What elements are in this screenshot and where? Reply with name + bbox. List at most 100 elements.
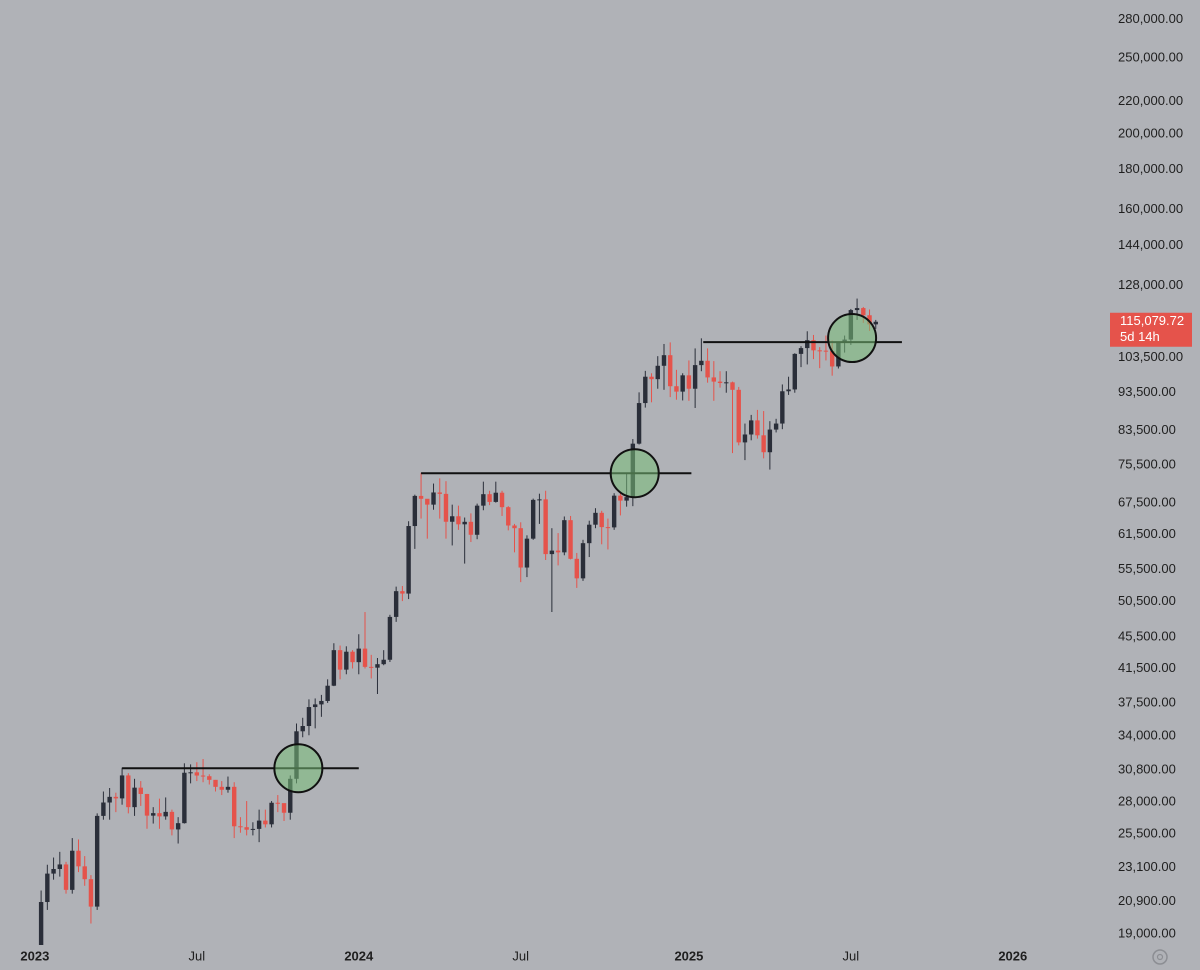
candle-body [151,813,156,816]
candle-body [593,512,598,525]
settings-icon[interactable] [1152,949,1168,965]
y-tick-label: 280,000.00 [1118,11,1183,26]
candle-body [113,796,119,799]
x-tick-label: 2025 [674,948,703,963]
y-tick-label: 50,500.00 [1118,593,1176,608]
highlight-circle [609,448,660,499]
candle-body [574,558,579,579]
candle-body [443,493,449,522]
candle-body [761,435,766,453]
candle-body [300,726,305,732]
candle-body [580,543,586,579]
y-tick-label: 37,500.00 [1118,694,1176,709]
candle-body [200,775,206,777]
y-tick-label: 93,500.00 [1118,384,1176,399]
candle-body [755,420,760,436]
candle-body [88,879,94,907]
x-tick-label: 2024 [344,948,374,963]
candle-body [537,499,542,501]
candle-body [350,651,355,663]
candle-body [76,850,81,867]
candle-body [611,495,617,528]
candle-body [655,365,660,380]
candle-body [468,521,474,535]
candle-body [798,348,804,354]
candle-body [767,429,773,453]
candle-body [45,873,50,903]
candle-body [288,778,293,813]
candle-body [705,360,710,378]
candle-body [618,495,623,501]
candle-body [101,802,106,816]
candle-body [867,315,872,325]
candle-body [175,823,181,830]
candle-body [107,796,112,803]
candle-body [51,868,56,874]
candle-body [375,664,380,668]
last-price-label: 115,079.72 [1120,313,1184,328]
highlight-circle [273,743,324,794]
candle-body [337,650,343,670]
candle-body [82,866,87,880]
y-tick-label: 160,000.00 [1118,201,1183,216]
candle-body [132,787,137,808]
candle-body [344,651,349,670]
candle-body [692,365,698,389]
candle-body [381,659,386,665]
y-tick-label: 83,500.00 [1118,422,1176,437]
candle-body [456,516,461,525]
candle-body [263,820,268,825]
candle-body [568,520,573,559]
candle-body [487,494,492,502]
candle-body [94,815,100,907]
plot-area [38,298,902,945]
candle-body [717,381,723,384]
candle-body [418,495,424,499]
candle-body [362,648,368,667]
candle-body [331,650,337,686]
candle-body [462,521,467,525]
candle-body [425,498,430,505]
y-tick-label: 41,500.00 [1118,660,1176,675]
candle-body [854,308,860,311]
y-tick-label: 180,000.00 [1118,161,1183,176]
candle-body [736,389,741,443]
candle-body [194,772,200,776]
candle-body [431,492,436,505]
candle-body [207,776,212,780]
y-tick-label: 250,000.00 [1118,49,1183,64]
candle-body [711,377,717,382]
candle-body [680,375,685,392]
candle-body [225,786,231,790]
candle-body [811,340,816,351]
y-tick-label: 23,100.00 [1118,859,1176,874]
candle-body [636,403,642,444]
candle-body [169,811,175,830]
last-price-box [1110,312,1192,347]
candle-body [512,525,517,529]
candle-body [70,850,75,890]
candle-body [57,864,62,869]
candle-body [312,704,318,708]
candle-body [730,382,735,390]
candle-body [518,528,523,568]
candle-body [319,700,324,705]
candle-body [182,772,187,824]
candle-body [387,616,393,660]
candle-body [668,355,673,387]
candle-body [748,420,754,435]
y-tick-label: 220,000.00 [1118,93,1183,108]
y-tick-label: 55,500.00 [1118,561,1176,576]
y-tick-label: 144,000.00 [1118,237,1183,252]
candle-body [605,527,611,529]
candle-body [238,826,243,828]
candle-body [805,340,810,349]
candle-body [649,376,654,380]
candle-body [138,787,143,794]
candle-body [306,707,312,727]
y-tick-label: 19,000.00 [1118,926,1176,941]
y-tick-label: 128,000.00 [1118,277,1183,292]
candle-body [786,389,791,392]
